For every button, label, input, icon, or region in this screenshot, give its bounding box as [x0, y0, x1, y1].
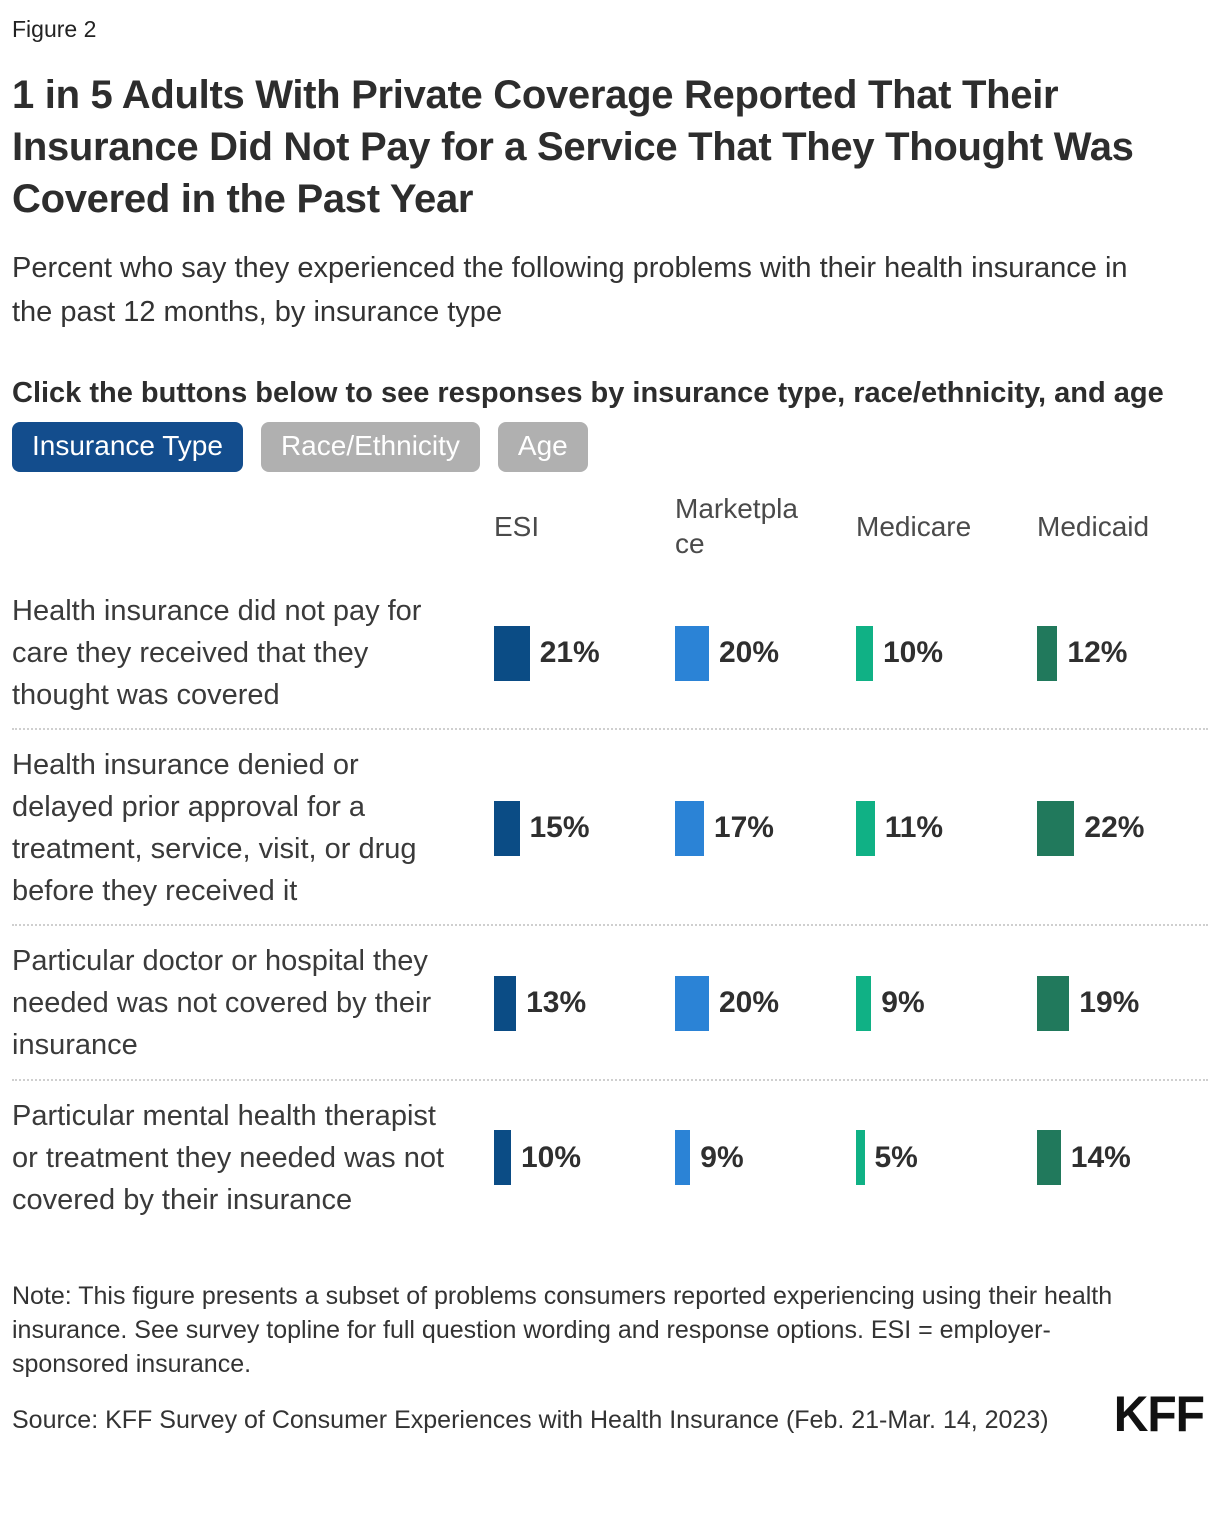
bar-esi	[494, 625, 530, 681]
buttons-instruction: Click the buttons below to see responses…	[12, 377, 1164, 409]
bar-marketplace	[675, 800, 704, 856]
bar-chart: ESI Marketplace Medicare Medicaid Health in…	[12, 484, 1208, 1233]
column-header-label: Marketplace	[675, 493, 798, 560]
bar-value: 10%	[883, 636, 944, 670]
chart-subtitle: Percent who say they experienced the fol…	[12, 252, 1128, 328]
bar-marketplace	[675, 975, 709, 1031]
source-text: Source: KFF Survey of Consumer Experienc…	[12, 1405, 1049, 1434]
figure-label: Figure 2	[12, 16, 97, 42]
bar-cell-medicaid: 14%	[1037, 1130, 1218, 1186]
bar-cell-esi: 21%	[494, 625, 675, 681]
column-header-esi: ESI	[494, 509, 675, 544]
bar-value: 20%	[719, 986, 780, 1020]
bar-medicare	[856, 625, 873, 681]
bar-value: 14%	[1070, 1140, 1131, 1174]
figure-page: Figure 2 1 in 5 Adults With Private Cove…	[12, 16, 1208, 1442]
bar-medicaid	[1037, 625, 1058, 681]
bar-cell-medicaid: 22%	[1037, 800, 1218, 856]
column-header-label: ESI	[494, 510, 540, 542]
bar-cell-medicare: 5%	[856, 1130, 1037, 1186]
bar-value: 5%	[874, 1140, 918, 1174]
column-header-marketplace: Marketplace	[675, 491, 856, 561]
bar-cell-esi: 15%	[494, 800, 675, 856]
bar-medicaid	[1037, 1130, 1061, 1186]
bar-value: 21%	[539, 636, 600, 670]
chart-row: Particular mental health therapist or tr…	[12, 1078, 1208, 1233]
bar-marketplace	[675, 625, 709, 681]
tab-age[interactable]: Age	[497, 422, 588, 473]
bar-cell-marketplace: 20%	[675, 625, 856, 681]
bar-cell-marketplace: 9%	[675, 1130, 856, 1186]
bar-value: 10%	[521, 1140, 582, 1174]
kff-logo: KFF	[1113, 1386, 1205, 1442]
bar-cell-esi: 10%	[494, 1130, 675, 1186]
bar-esi	[494, 975, 517, 1031]
bar-esi	[494, 1130, 511, 1186]
chart-rows: Health insurance did not pay for care th…	[12, 578, 1208, 1233]
chart-row: Health insurance denied or delayed prior…	[12, 728, 1208, 924]
bar-value: 19%	[1079, 986, 1140, 1020]
bar-value: 22%	[1084, 811, 1145, 845]
bar-cell-medicare: 10%	[856, 625, 1037, 681]
row-label: Health insurance denied or delayed prior…	[12, 749, 417, 908]
view-toggle-buttons: Insurance Type Race/Ethnicity Age	[12, 422, 1208, 473]
bar-cell-marketplace: 20%	[675, 975, 856, 1031]
bar-cell-esi: 13%	[494, 975, 675, 1031]
footnote: Note: This figure presents a subset of p…	[12, 1281, 1113, 1378]
column-header-medicaid: Medicaid	[1037, 509, 1218, 544]
row-label: Particular mental health therapist or tr…	[12, 1099, 445, 1216]
chart-row: Health insurance did not pay for care th…	[12, 578, 1208, 728]
bar-medicare	[856, 800, 875, 856]
bar-value: 11%	[884, 811, 944, 845]
chart-header-row: ESI Marketplace Medicare Medicaid	[12, 484, 1208, 568]
tab-insurance-type[interactable]: Insurance Type	[12, 422, 243, 473]
bar-value: 13%	[526, 986, 587, 1020]
bar-medicaid	[1037, 975, 1070, 1031]
bar-medicare	[856, 975, 872, 1031]
page-title: 1 in 5 Adults With Private Coverage Repo…	[12, 73, 1134, 221]
bar-value: 9%	[881, 986, 925, 1020]
bar-cell-marketplace: 17%	[675, 800, 856, 856]
bar-value: 15%	[529, 811, 590, 845]
bar-medicaid	[1037, 800, 1075, 856]
row-label: Particular doctor or hospital they neede…	[12, 945, 432, 1062]
bar-cell-medicare: 9%	[856, 975, 1037, 1031]
bar-cell-medicaid: 19%	[1037, 975, 1218, 1031]
bar-medicare	[856, 1130, 865, 1186]
bar-value: 17%	[713, 811, 774, 845]
bar-esi	[494, 800, 520, 856]
footer: Source: KFF Survey of Consumer Experienc…	[12, 1386, 1208, 1442]
chart-row: Particular doctor or hospital they neede…	[12, 924, 1208, 1078]
column-header-label: Medicare	[856, 510, 972, 542]
tab-race-ethnicity[interactable]: Race/Ethnicity	[260, 422, 480, 473]
bar-cell-medicare: 11%	[856, 800, 1037, 856]
column-header-medicare: Medicare	[856, 509, 1037, 544]
bar-marketplace	[675, 1130, 691, 1186]
bar-value: 9%	[700, 1140, 744, 1174]
bar-value: 20%	[719, 636, 780, 670]
bar-value: 12%	[1067, 636, 1128, 670]
column-header-label: Medicaid	[1037, 510, 1150, 542]
row-label: Health insurance did not pay for care th…	[12, 595, 422, 712]
bar-cell-medicaid: 12%	[1037, 625, 1218, 681]
